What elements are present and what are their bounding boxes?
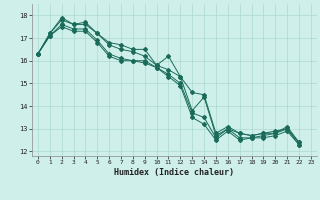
X-axis label: Humidex (Indice chaleur): Humidex (Indice chaleur) bbox=[115, 168, 234, 177]
